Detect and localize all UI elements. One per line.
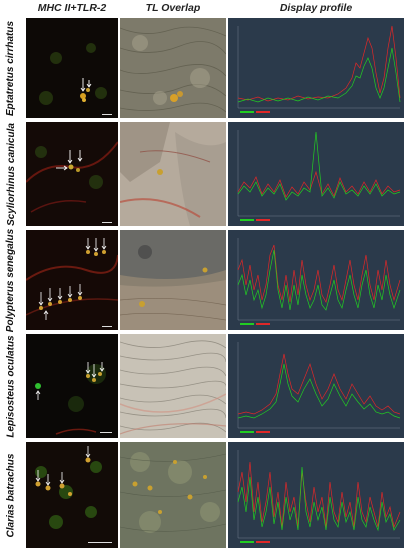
- fluorescence-panel-3: [26, 230, 118, 330]
- fluorescence-panel-5: [26, 442, 118, 548]
- header-tl-overlap: TL Overlap: [145, 2, 201, 14]
- tl-overlap-panel-1: [120, 18, 226, 118]
- fluorescence-panel-4: [26, 334, 118, 438]
- row-label-1: Eptatretus cirrhatus: [5, 20, 17, 116]
- row-label-5: Clarias batrachus: [5, 453, 17, 537]
- display-profile-panel-5: [228, 442, 404, 548]
- row-label-2: Scyliorhinus canicula: [5, 122, 17, 226]
- fluorescence-panel-1: [26, 18, 118, 118]
- fluorescence-panel-2: [26, 122, 118, 226]
- header-display-profile: Display profile: [279, 2, 353, 14]
- display-profile-panel-1: [228, 18, 404, 118]
- tl-overlap-panel-5: [120, 442, 226, 548]
- row-label-3: Polypterus senegalus: [5, 228, 17, 332]
- tl-overlap-panel-2: [120, 122, 226, 226]
- display-profile-panel-4: [228, 334, 404, 438]
- header-mhc-tlr: MHC II+TLR-2: [37, 2, 107, 14]
- tl-overlap-panel-3: [120, 230, 226, 330]
- display-profile-panel-3: [228, 230, 404, 330]
- display-profile-panel-2: [228, 122, 404, 226]
- tl-overlap-panel-4: [120, 334, 226, 438]
- row-label-4: Lepisosteus oculatus: [5, 334, 17, 438]
